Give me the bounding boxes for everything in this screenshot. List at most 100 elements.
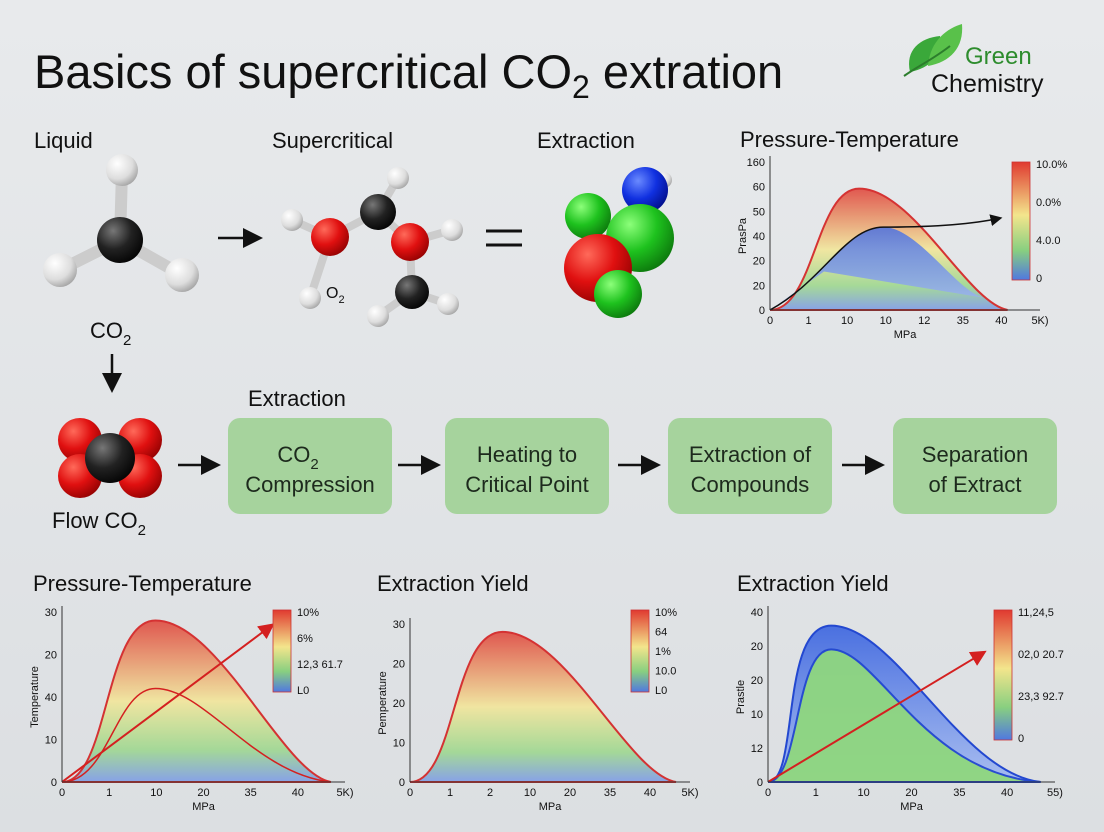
x-tick-label: 1 [806,315,812,327]
step-label: of Extract [929,472,1022,497]
curve-line [61,687,331,783]
x-tick-label: 10 [858,787,870,799]
y-tick-label: 20 [393,698,405,710]
colorbar-label: 6% [297,633,313,645]
colorbar-label: 11,24,5 [1018,607,1054,619]
y-tick-label: 10 [751,709,763,721]
y-tick-label: 0 [51,777,57,789]
x-tick-label: 5K) [681,787,698,799]
x-axis-label: MPa [900,801,924,813]
colorbar-label: 02,0 20.7 [1018,649,1064,661]
colorbar [993,609,1013,741]
x-tick-label: 1 [813,787,819,799]
x-tick-label: 2 [487,787,493,799]
trend-line [769,214,1003,311]
x-tick-label: 40 [644,787,656,799]
step-box [445,418,609,514]
x-axis-label: MPa [539,801,563,813]
step-sub: 2 [310,456,318,473]
x-tick-label: 0 [767,315,773,327]
x-tick-label: 0 [765,787,771,799]
x-tick-label: 55) [1047,787,1063,799]
x-tick-label: 10 [150,787,162,799]
y-tick-label: 30 [393,619,405,631]
x-tick-label: 5K) [1031,315,1048,327]
process-heading: Extraction [248,386,346,411]
chart-title: Extraction Yield [737,571,889,596]
y-tick-label: 30 [45,607,57,619]
x-tick-label: 0 [407,787,413,799]
co2-label: CO2 [90,318,131,349]
y-tick-label: 160 [747,157,765,169]
step-label: Critical Point [465,472,588,497]
y-tick-label: 10 [393,738,405,750]
step-box [668,418,832,514]
trend-arrow [767,650,987,783]
y-tick-label: 20 [393,659,405,671]
x-tick-label: 10 [841,315,853,327]
x-tick-label: 10 [880,315,892,327]
y-tick-label: 20 [45,650,57,662]
co2-sub: 2 [123,332,131,349]
co2-text: CO [90,318,123,343]
colorbar-label: 10.0% [1036,159,1067,171]
colorbar-label: L0 [297,685,309,697]
x-tick-label: 35 [953,787,965,799]
x-axis-label: MPa [192,801,216,813]
colorbar-label: 0.0% [1036,197,1061,209]
y-tick-label: 20 [753,280,765,292]
logo-text: Chemistry [931,70,1044,98]
step-text: CO [277,442,310,467]
o2-text: O [326,285,338,302]
step-label: Extraction of [689,442,812,467]
y-tick-label: 20 [753,256,765,268]
x-tick-label: 40 [995,315,1007,327]
o2-label: O2 [326,285,345,306]
colorbar-label: 10% [297,607,319,619]
y-tick-label: 0 [399,777,405,789]
curve-area [409,630,677,783]
y-tick-label: 50 [753,206,765,218]
x-tick-label: 40 [1001,787,1013,799]
trend-arrow [61,623,275,783]
supercritical-molecule: O2 [281,167,463,327]
chart-title: Extraction Yield [377,571,529,596]
y-tick-label: 40 [753,231,765,243]
y-tick-label: 60 [753,182,765,194]
equals-sign [486,229,522,247]
x-axis-label: MPa [894,329,918,341]
colorbar-label: 64 [655,627,667,639]
step-box [893,418,1057,514]
y-axis-label: PrasPa [737,217,749,254]
y-tick-label: 0 [759,305,765,317]
x-tick-label: 35 [957,315,969,327]
y-tick-label: 40 [751,607,763,619]
chart-title: Pressure-Temperature [33,571,252,596]
title-part: Basics of supercritical CO [34,45,572,98]
o2-sub: 2 [338,294,344,306]
step-label: Compression [245,472,375,497]
step-label: CO2 [277,442,318,473]
y-axis-label: Pemperature [377,671,389,735]
colorbar [272,609,292,693]
colorbar-label: 0 [1018,733,1024,745]
y-tick-label: 40 [45,692,57,704]
colorbar-label: 10.0 [655,666,676,678]
logo: Green Chemistry [903,24,1044,98]
colorbar-label: 1% [655,646,671,658]
colorbar-label: L0 [655,685,667,697]
y-tick-label: 12 [751,743,763,755]
x-tick-label: 40 [292,787,304,799]
state-label: Liquid [34,128,93,153]
state-label: Extraction [537,128,635,153]
x-tick-label: 20 [564,787,576,799]
colorbar-label: 23,3 92.7 [1018,691,1064,703]
flow-label: Flow CO2 [52,508,146,539]
state-label: Supercritical [272,128,393,153]
y-tick-label: 0 [757,777,763,789]
x-tick-label: 35 [245,787,257,799]
colorbar-label: 0 [1036,273,1042,285]
title: Basics of supercritical CO2 extration [34,45,783,105]
